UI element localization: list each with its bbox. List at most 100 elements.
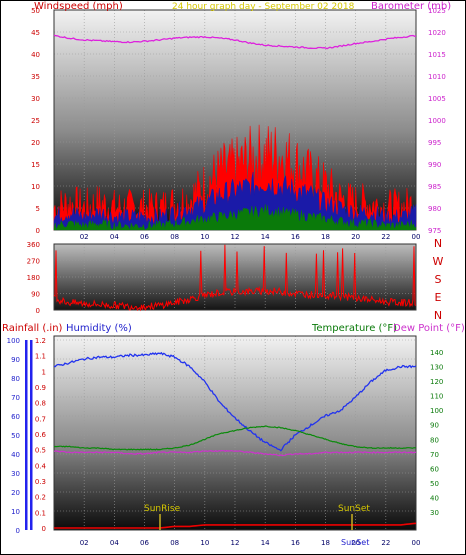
temperature-tick-label: 140 xyxy=(430,349,443,357)
hour-tick-label: 16 xyxy=(291,539,300,547)
hour-tick-label: 04 xyxy=(110,233,119,241)
barometer-tick-label: 980 xyxy=(428,205,441,213)
hour-tick-label: 10 xyxy=(200,233,209,241)
rainfall-tick-label: 1 xyxy=(42,368,46,376)
barometer-tick-label: 1005 xyxy=(428,95,446,103)
avg-wind-series xyxy=(53,171,417,231)
barometer-tick-label: 990 xyxy=(428,161,441,169)
rainfall-series xyxy=(54,522,417,529)
humidity-tick-label: 70 xyxy=(11,394,20,402)
humidity-axis-bar xyxy=(25,340,28,530)
temperature-axis-title: Temperature (°F) xyxy=(311,323,397,334)
hour-tick-label: 12 xyxy=(231,539,240,547)
humidity-tick-label: 0 xyxy=(16,527,20,535)
hour-tick-label: 22 xyxy=(381,233,390,241)
wind-tick-label: 35 xyxy=(31,73,40,81)
compass-letter: N xyxy=(434,309,442,322)
rainfall-tick-label: 0.5 xyxy=(35,447,46,455)
windspeed-series xyxy=(53,124,417,231)
dewpoint-series xyxy=(53,449,417,457)
compass-letter: W xyxy=(433,255,444,268)
barometer-axis-title: Barometer (mb) xyxy=(371,1,451,12)
temperature-tick-label: 30 xyxy=(430,509,439,517)
humidity-axis-title: Humidity (%) xyxy=(66,323,132,334)
wind-tick-label: 5 xyxy=(36,205,40,213)
wind-axis-ticks: 0510152025303540455097598098599099510001… xyxy=(31,7,446,241)
hour-tick-label: 20 xyxy=(351,539,360,547)
humidity-tick-label: 40 xyxy=(11,451,20,459)
wind-tick-label: 30 xyxy=(31,95,40,103)
rainfall-axis-bar xyxy=(30,340,33,530)
direction-tick-label: 180 xyxy=(27,274,40,282)
hour-tick-label: 02 xyxy=(80,539,89,547)
barometer-tick-label: 1010 xyxy=(428,73,446,81)
sunrise-label: SunRise xyxy=(144,504,181,514)
wind-tick-label: 50 xyxy=(31,7,40,15)
wind-tick-label: 15 xyxy=(31,161,40,169)
humidity-series xyxy=(53,351,417,452)
direction-series xyxy=(53,244,417,312)
hour-tick-label: 20 xyxy=(351,233,360,241)
rainfall-tick-label: 0.2 xyxy=(35,494,46,502)
rainfall-tick-label: 1.2 xyxy=(35,337,46,345)
direction-tick-label: 360 xyxy=(27,241,40,249)
rainfall-tick-label: 0.6 xyxy=(35,431,47,439)
barometer-tick-label: 1015 xyxy=(428,51,446,59)
direction-tick-label: 90 xyxy=(31,291,40,299)
rainfall-tick-label: 0.9 xyxy=(35,384,46,392)
sunset-label: SunSet xyxy=(338,504,370,514)
compass-letter: E xyxy=(435,291,442,304)
temperature-tick-label: 120 xyxy=(430,378,443,386)
humidity-tick-label: 20 xyxy=(11,489,20,497)
wind-tick-label: 0 xyxy=(36,227,40,235)
wind-tick-label: 45 xyxy=(31,29,40,37)
barometer-tick-label: 975 xyxy=(428,227,441,235)
hour-tick-label: 12 xyxy=(231,233,240,241)
hour-tick-label: 14 xyxy=(261,539,270,547)
wind-tick-label: 25 xyxy=(31,117,40,125)
temperature-tick-label: 100 xyxy=(430,407,443,415)
hour-tick-label: 02 xyxy=(80,233,89,241)
hour-tick-label: 06 xyxy=(140,233,149,241)
hour-tick-label: 10 xyxy=(200,539,209,547)
barometer-tick-label: 1025 xyxy=(428,7,446,15)
barometer-series xyxy=(53,34,416,50)
barometer-tick-label: 1020 xyxy=(428,29,446,37)
dewpoint-axis-title: Dew Point (°F) xyxy=(393,323,465,334)
temperature-tick-label: 130 xyxy=(430,364,443,372)
hour-tick-label: 22 xyxy=(381,539,390,547)
rainfall-tick-label: 0.8 xyxy=(35,400,46,408)
compass-letter: N xyxy=(434,237,442,250)
rainfall-axis-title: Rainfall (.in) xyxy=(2,323,63,334)
temperature-tick-label: 40 xyxy=(430,494,439,502)
humidity-tick-label: 90 xyxy=(11,356,20,364)
temperature-tick-label: 70 xyxy=(430,451,439,459)
temperature-tick-label: 50 xyxy=(430,480,439,488)
barometer-tick-label: 1000 xyxy=(428,117,446,125)
temperature-tick-label: 90 xyxy=(430,422,439,430)
hour-tick-label: 06 xyxy=(140,539,149,547)
barometer-tick-label: 985 xyxy=(428,183,441,191)
hour-tick-label: 00 xyxy=(412,539,421,547)
rainfall-tick-label: 0.7 xyxy=(35,415,46,423)
wind-tick-label: 20 xyxy=(31,139,40,147)
barometer-tick-label: 995 xyxy=(428,139,441,147)
wind-series xyxy=(53,34,417,231)
humidity-tick-label: 80 xyxy=(11,375,20,383)
temperature-tick-label: 110 xyxy=(430,393,443,401)
climate-series xyxy=(53,351,417,529)
hour-tick-label: 14 xyxy=(261,233,270,241)
climate-axis-ticks: 010203040506070809010000.10.20.30.40.50.… xyxy=(7,337,444,547)
hour-tick-label: 16 xyxy=(291,233,300,241)
rainfall-tick-label: 1.1 xyxy=(35,353,46,361)
humidity-tick-label: 100 xyxy=(7,337,20,345)
chart-title: 24 hour graph day - September 02 2018 xyxy=(172,2,355,12)
humidity-tick-label: 60 xyxy=(11,413,20,421)
rainfall-tick-label: 0.1 xyxy=(35,509,46,517)
rainfall-tick-label: 0 xyxy=(42,525,46,533)
wind-tick-label: 40 xyxy=(31,51,40,59)
wind-tick-label: 10 xyxy=(31,183,40,191)
hour-tick-label: 08 xyxy=(170,539,179,547)
